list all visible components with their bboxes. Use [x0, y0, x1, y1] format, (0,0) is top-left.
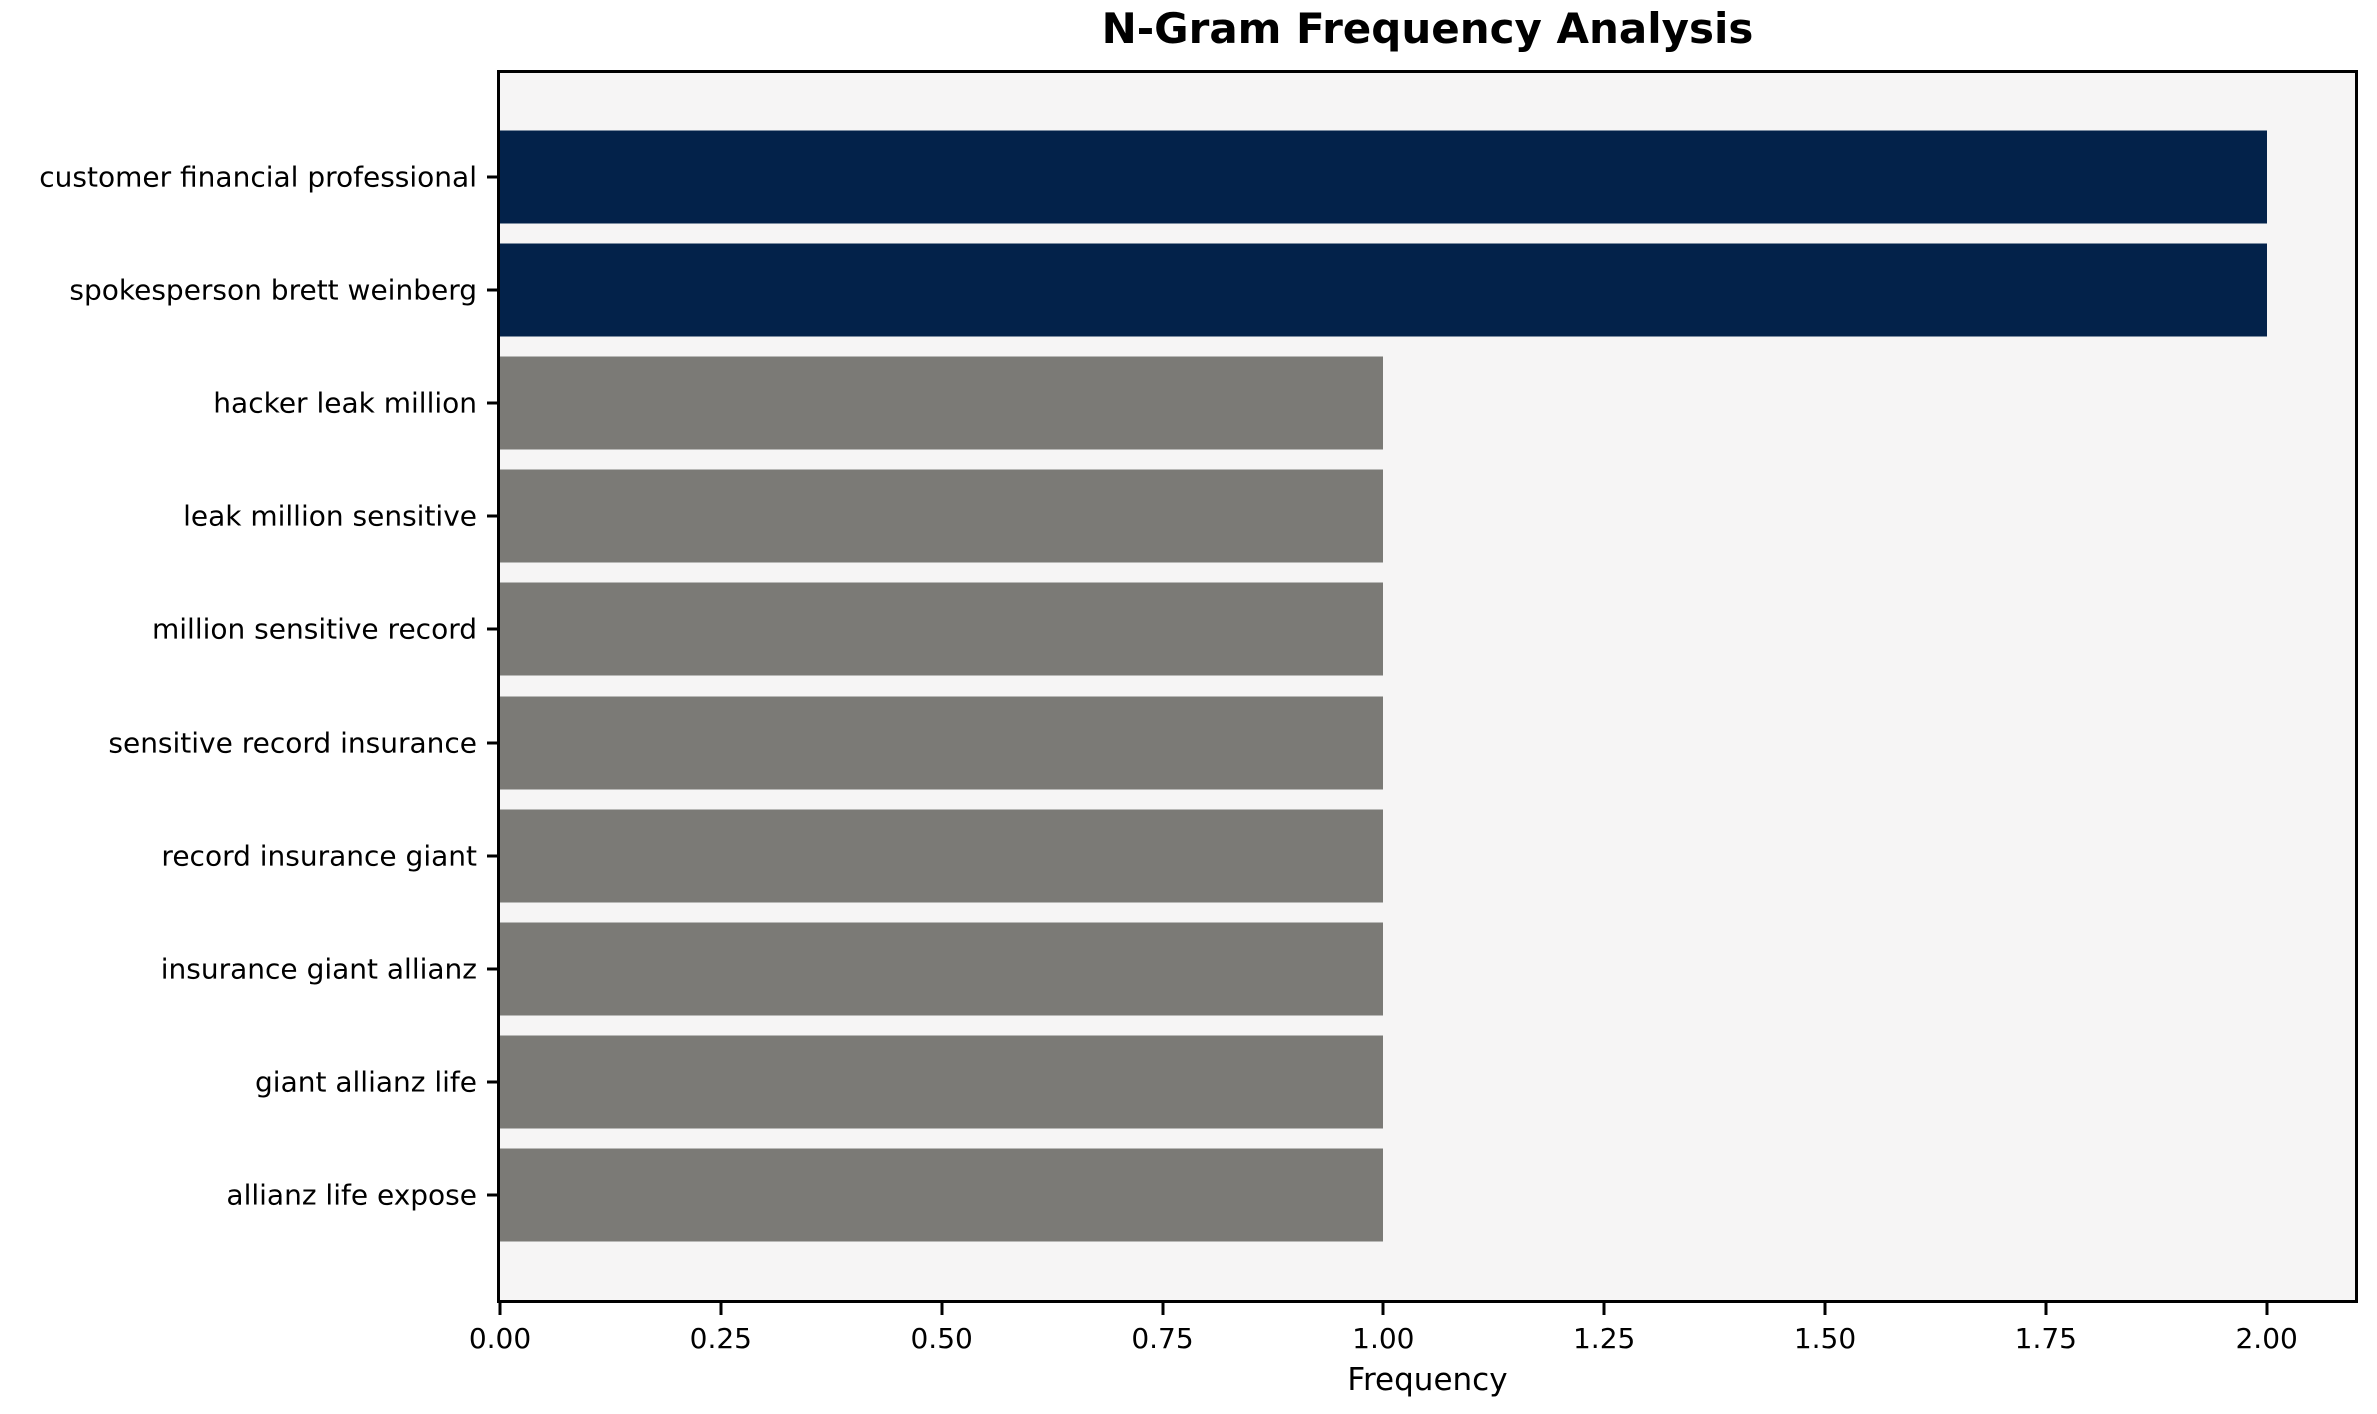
x-tick-label: 1.75: [2014, 1322, 2077, 1355]
y-tick-label: record insurance giant: [161, 839, 477, 873]
y-tick-label: sensitive record insurance: [108, 726, 477, 760]
y-tick-mark: [487, 288, 500, 292]
bar-row: giant allianz life: [255, 1026, 2355, 1139]
x-tick-label: 0.25: [689, 1322, 752, 1355]
bar-row: record insurance giant: [161, 799, 2355, 912]
bar-row: spokesperson brett weinberg: [69, 233, 2355, 346]
y-tick-label: hacker leak million: [213, 386, 477, 420]
x-tick-mark: [498, 1303, 502, 1315]
bar-row: allianz life expose: [226, 1139, 2355, 1252]
y-tick-mark: [487, 401, 500, 405]
bar-row: leak million sensitive: [183, 460, 2355, 573]
x-tick-mark: [1602, 1303, 1606, 1315]
x-tick-label: 0.00: [468, 1322, 532, 1355]
x-tick-mark: [2265, 1303, 2269, 1315]
y-tick-label: million sensitive record: [152, 612, 477, 646]
y-tick-mark: [487, 967, 500, 971]
y-tick-mark: [487, 854, 500, 858]
y-tick-mark: [487, 1193, 500, 1197]
x-tick-mark: [1381, 1303, 1385, 1315]
x-tick-mark: [940, 1303, 944, 1315]
y-tick-label: allianz life expose: [226, 1178, 477, 1212]
y-tick-label: spokesperson brett weinberg: [69, 273, 477, 307]
y-tick-mark: [487, 627, 500, 631]
chart-title: N-Gram Frequency Analysis: [1101, 4, 1754, 53]
x-tick-mark: [1823, 1303, 1827, 1315]
x-tick-label: 0.75: [1131, 1322, 1194, 1355]
y-tick-label: leak million sensitive: [183, 499, 477, 533]
bar-row: hacker leak million: [213, 346, 2355, 459]
bar: [500, 356, 1384, 450]
bar: [500, 469, 1384, 563]
x-tick-label: 1.25: [1572, 1322, 1636, 1355]
y-tick-mark: [487, 514, 500, 518]
x-tick-label: 2.00: [2235, 1322, 2298, 1355]
bar: [500, 130, 2267, 224]
y-tick-label: customer financial professional: [39, 160, 477, 194]
x-tick-label: 1.50: [1793, 1322, 1857, 1355]
x-axis-label: Frequency: [1347, 1362, 1508, 1398]
bar: [500, 809, 1384, 903]
x-tick-mark: [1161, 1303, 1164, 1315]
y-tick-mark: [487, 741, 500, 745]
bar: [500, 696, 1384, 790]
x-tick-label: 1.00: [1352, 1322, 1415, 1355]
plot-area: customer financial professional spokesper…: [39, 70, 2358, 1355]
y-tick-label: insurance giant allianz: [160, 952, 477, 986]
bar-row: insurance giant allianz: [161, 912, 2355, 1025]
bars-area: customer financial professional spokesper…: [39, 120, 2355, 1252]
bar: [500, 243, 2267, 337]
y-tick-mark: [487, 1080, 500, 1084]
bar-row: customer financial professional: [39, 120, 2355, 233]
bar: [500, 1035, 1384, 1129]
bar-row: sensitive record insurance: [108, 686, 2355, 799]
bar: [500, 1148, 1384, 1242]
bar: [500, 582, 1384, 676]
x-tick-label: 0.50: [910, 1322, 973, 1355]
x-tick-mark: [2044, 1303, 2048, 1315]
y-tick-label: giant allianz life: [255, 1065, 477, 1099]
x-tick-mark: [719, 1303, 723, 1315]
bar-row: million sensitive record: [152, 573, 2355, 686]
bar: [500, 922, 1384, 1016]
y-tick-mark: [487, 175, 500, 179]
